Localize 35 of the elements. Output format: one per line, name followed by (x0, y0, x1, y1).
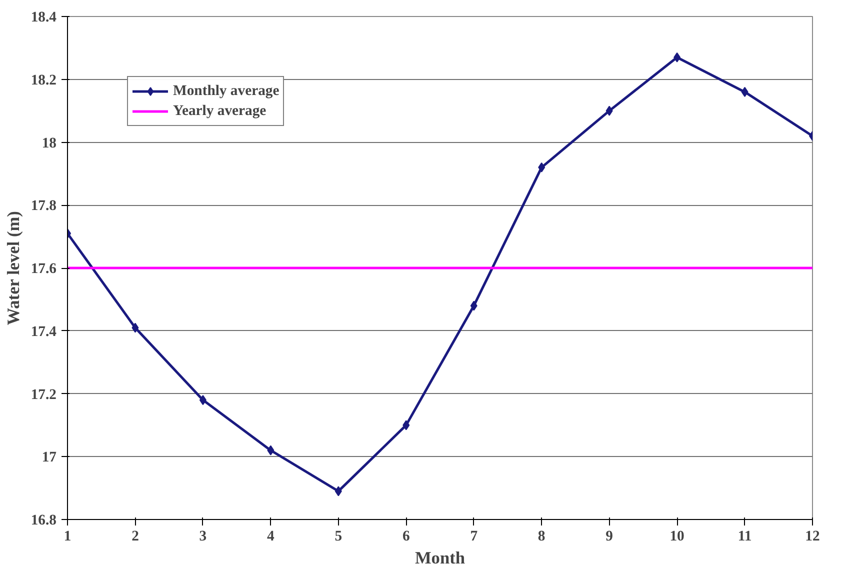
point (470, 300, 478, 311)
x-tick-label: 2 (132, 528, 139, 544)
x-tick-label: 12 (805, 528, 820, 544)
y-tick-label: 18 (42, 135, 56, 152)
x-tick-label: 3 (199, 528, 207, 544)
x-tick-label: 10 (670, 528, 684, 544)
x-tick-label: 1 (64, 528, 72, 544)
x-tick-label: 8 (538, 528, 546, 544)
point (132, 322, 139, 333)
legend-label: Monthly average (173, 82, 280, 100)
point (267, 445, 274, 456)
point (674, 52, 681, 62)
y-tick-label: 18.4 (30, 10, 58, 26)
point (606, 106, 613, 116)
x-tick-label: 4 (267, 528, 276, 544)
x-tick-label: 6 (402, 528, 410, 544)
x-tick-label: 11 (738, 528, 752, 544)
legend-label: Yearly average (173, 102, 266, 120)
y-tick-label: 17.4 (30, 324, 58, 340)
point (334, 486, 342, 496)
y-tick-label: 17.2 (30, 386, 57, 403)
x-tick-label: 5 (334, 528, 342, 544)
y-tick-label: 17 (42, 450, 56, 466)
y-axis-title: Water level (m) (4, 210, 23, 326)
point (538, 162, 546, 172)
x-axis-title: Month (414, 548, 466, 568)
point (741, 86, 748, 97)
y-tick-label: 17.8 (30, 198, 57, 214)
point (199, 395, 206, 406)
x-tick-label: 7 (470, 528, 478, 544)
y-tick-label: 18.2 (30, 72, 57, 88)
y-tick-label: 16.8 (30, 512, 57, 528)
point (402, 420, 410, 430)
x-tick-label: 9 (606, 528, 613, 544)
y-tick-label: 17.6 (30, 261, 57, 277)
